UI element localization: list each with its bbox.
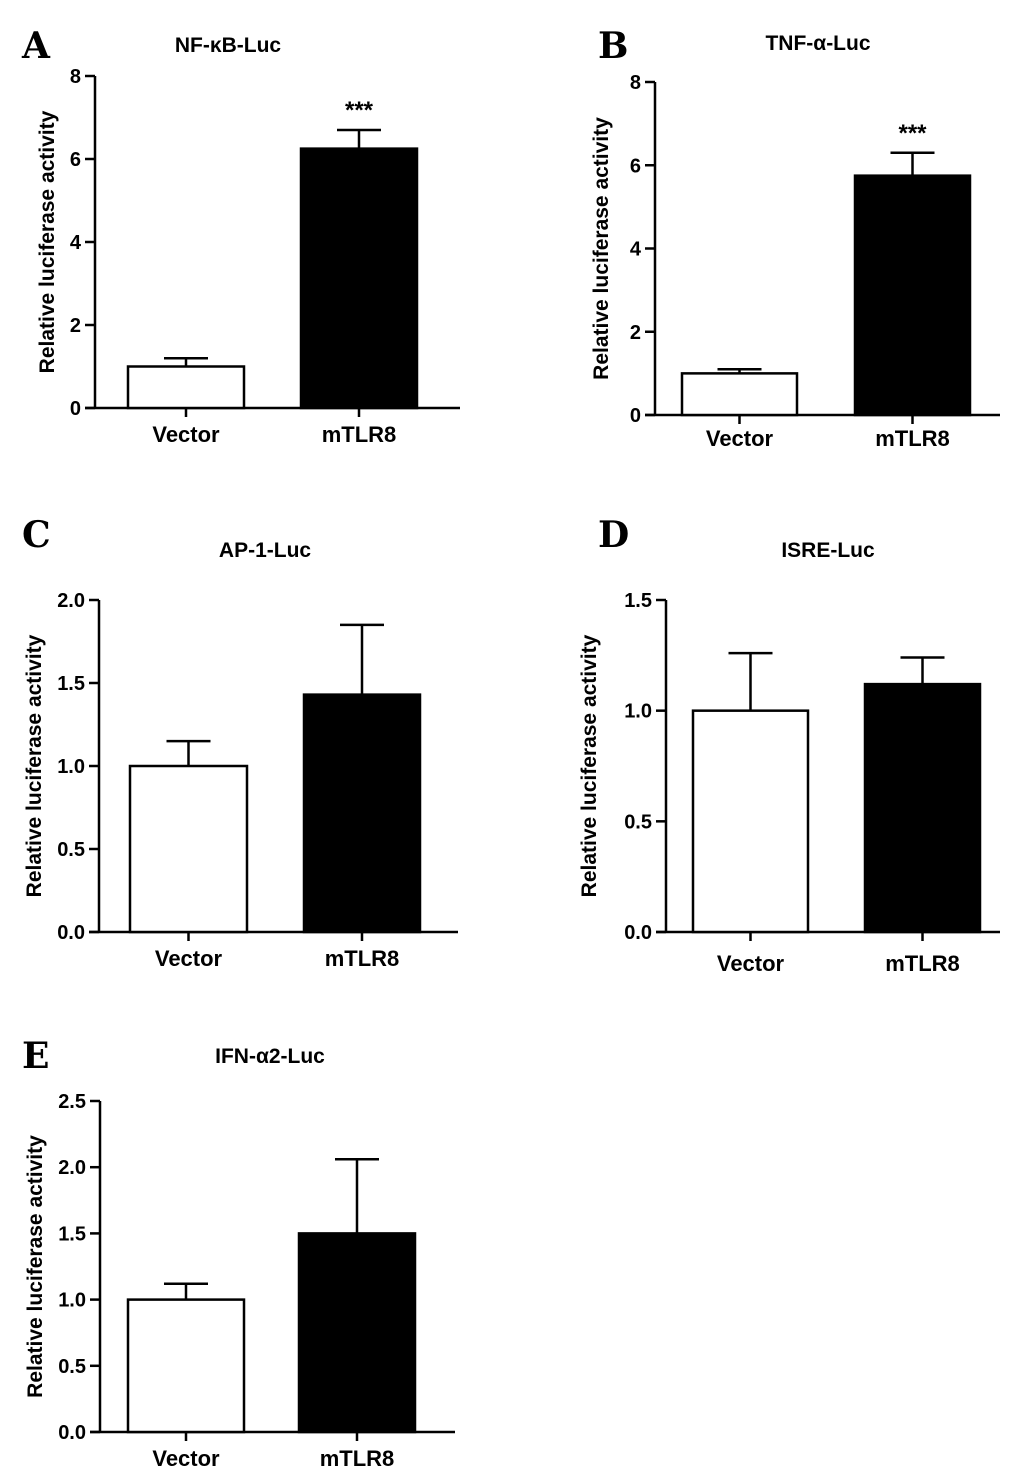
bar-vector [691, 709, 810, 934]
y-tick-label: 1.5 [57, 673, 85, 695]
chart-title: TNF-α-Luc [765, 32, 870, 55]
bar-mtlr8 [863, 682, 982, 934]
chart-title: NF-κB-Luc [175, 34, 282, 57]
panel-letter: A [21, 25, 51, 67]
bar-mtlr8 [297, 1232, 417, 1434]
x-tick-label: Vector [706, 426, 774, 451]
panel-letter: E [22, 1035, 49, 1077]
x-tick-label: mTLR8 [325, 946, 400, 971]
y-tick-label: 1.0 [58, 1290, 86, 1312]
y-tick-label: 4 [630, 239, 642, 261]
y-tick-label: 6 [70, 149, 81, 171]
chart-title: ISRE-Luc [781, 539, 875, 562]
x-tick-label: Vector [717, 951, 785, 976]
chart-title: IFN-α2-Luc [215, 1045, 325, 1068]
panel-a: A NF-κB-Luc Relative luciferase activity 0 2… [21, 25, 460, 447]
bar-mtlr8 [853, 174, 972, 417]
y-tick-label: 0.0 [624, 922, 652, 944]
x-tick-label: Vector [155, 946, 223, 971]
bar-vector [128, 764, 249, 934]
panel-c: C AP-1-Luc Relative luciferase activity 0.0… [22, 514, 458, 971]
panel-e: E IFN-α2-Luc Relative luciferase activity 0… [22, 1035, 455, 1471]
y-tick-label: 2 [70, 315, 81, 337]
panel-b: B TNF-α-Luc Relative luciferase activity 0 2… [590, 25, 1000, 451]
y-axis-label: Relative luciferase activity [590, 117, 613, 380]
y-axis-label: Relative luciferase activity [578, 634, 601, 897]
significance-annotation: *** [898, 120, 927, 147]
x-tick-label: mTLR8 [320, 1446, 395, 1471]
y-tick-label: 0.0 [58, 1422, 86, 1444]
y-tick-label: 6 [630, 155, 641, 177]
y-tick-label: 2.0 [58, 1157, 86, 1179]
panel-d: D ISRE-Luc Relative luciferase activity 0.0… [578, 514, 1000, 976]
y-tick-label: 1.5 [58, 1223, 86, 1245]
y-tick-label: 1.5 [624, 590, 652, 612]
y-axis-label: Relative luciferase activity [36, 110, 59, 373]
significance-annotation: *** [345, 97, 374, 124]
y-tick-label: 0.5 [57, 839, 85, 861]
panel-letter: B [598, 25, 628, 67]
y-tick-label: 8 [630, 72, 641, 94]
y-tick-label: 2.0 [57, 590, 85, 612]
x-tick-label: Vector [152, 1446, 220, 1471]
y-tick-label: 0.5 [58, 1356, 86, 1378]
bar-vector [126, 365, 246, 410]
chart-title: AP-1-Luc [219, 539, 311, 562]
y-tick-label: 8 [70, 66, 81, 88]
panel-letter: C [22, 514, 51, 556]
y-tick-label: 2.5 [58, 1091, 86, 1113]
y-axis-label: Relative luciferase activity [23, 634, 46, 897]
bar-vector [680, 372, 799, 417]
x-tick-label: mTLR8 [322, 422, 397, 447]
y-axis-label: Relative luciferase activity [24, 1135, 47, 1398]
panel-letter: D [598, 514, 629, 556]
y-tick-label: 0 [70, 398, 81, 420]
x-tick-label: mTLR8 [875, 426, 950, 451]
y-tick-label: 0.0 [57, 922, 85, 944]
y-tick-label: 2 [630, 322, 641, 344]
y-tick-label: 1.0 [57, 756, 85, 778]
x-tick-label: Vector [152, 422, 220, 447]
bar-mtlr8 [299, 147, 419, 410]
bar-mtlr8 [302, 693, 422, 934]
bar-vector [126, 1298, 246, 1434]
y-tick-label: 1.0 [624, 701, 652, 723]
y-tick-label: 0 [630, 405, 641, 427]
y-tick-label: 0.5 [624, 811, 652, 833]
y-tick-label: 4 [70, 232, 82, 254]
x-tick-label: mTLR8 [885, 951, 960, 976]
